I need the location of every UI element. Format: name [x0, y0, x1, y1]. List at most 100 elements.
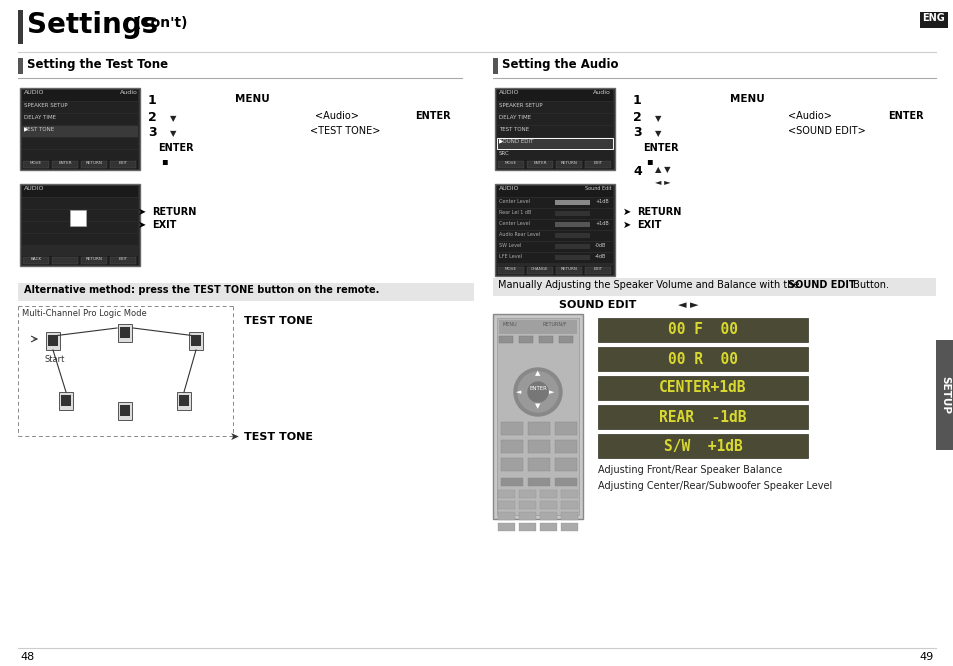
Text: LFE Level: LFE Level: [498, 254, 521, 259]
Text: ENG: ENG: [922, 13, 944, 23]
Text: SPEAKER SETUP: SPEAKER SETUP: [498, 103, 542, 108]
Text: Audio: Audio: [120, 90, 138, 95]
Bar: [120, 327, 130, 338]
Text: ➤: ➤: [138, 220, 146, 230]
Bar: [518, 501, 536, 509]
Text: Center Level: Center Level: [498, 221, 530, 226]
Bar: [598, 347, 807, 371]
Bar: [22, 150, 138, 161]
Bar: [539, 523, 557, 531]
Text: Adjusting Front/Rear Speaker Balance: Adjusting Front/Rear Speaker Balance: [598, 465, 781, 475]
Bar: [23, 161, 49, 168]
Text: Setting the Audio: Setting the Audio: [501, 58, 618, 71]
Text: ENTER: ENTER: [58, 161, 71, 165]
Bar: [497, 114, 613, 125]
Bar: [22, 90, 138, 101]
Bar: [518, 490, 536, 498]
Text: 00 F  00: 00 F 00: [667, 322, 738, 338]
Bar: [52, 161, 78, 168]
Text: ▪: ▪: [645, 156, 652, 166]
Text: <TEST TONE>: <TEST TONE>: [310, 126, 380, 136]
Bar: [555, 255, 589, 260]
Bar: [500, 440, 522, 453]
Text: REAR  -1dB: REAR -1dB: [659, 410, 746, 424]
Bar: [497, 523, 515, 531]
Text: ▼: ▼: [655, 114, 660, 123]
Bar: [539, 490, 557, 498]
Text: 00 R  00: 00 R 00: [667, 352, 738, 366]
Bar: [555, 222, 589, 227]
Bar: [177, 392, 191, 410]
Bar: [500, 458, 522, 471]
Text: SOUND EDIT: SOUND EDIT: [558, 300, 636, 310]
Bar: [61, 395, 71, 406]
Text: TEST TONE: TEST TONE: [244, 316, 313, 326]
Bar: [22, 114, 138, 125]
Text: <Audio>: <Audio>: [314, 111, 358, 121]
Bar: [46, 332, 60, 350]
Bar: [495, 184, 615, 276]
Bar: [22, 160, 138, 169]
Text: MOVE: MOVE: [504, 267, 517, 271]
Text: ▶: ▶: [498, 139, 503, 144]
Text: 1: 1: [148, 94, 156, 107]
Bar: [70, 210, 86, 226]
Text: Settings: Settings: [27, 11, 158, 39]
Text: ENTER: ENTER: [642, 143, 678, 153]
Bar: [81, 161, 107, 168]
Text: ►: ►: [549, 389, 554, 395]
Bar: [22, 138, 138, 149]
Text: RETURN: RETURN: [152, 207, 196, 217]
Bar: [497, 242, 613, 252]
Text: -4dB: -4dB: [595, 254, 606, 259]
Bar: [20, 184, 140, 266]
Text: Manually Adjusting the Speaker Volume and Balance with the: Manually Adjusting the Speaker Volume an…: [497, 280, 801, 290]
Text: ▶: ▶: [24, 127, 29, 132]
Bar: [18, 58, 23, 74]
Text: 3: 3: [148, 126, 156, 139]
Text: Sound Edit: Sound Edit: [584, 186, 611, 191]
Text: ▲: ▲: [535, 370, 540, 376]
Bar: [22, 198, 138, 209]
Text: AUDIO: AUDIO: [498, 90, 519, 95]
Bar: [555, 244, 589, 249]
Bar: [81, 257, 107, 264]
Bar: [518, 336, 533, 343]
Bar: [584, 161, 610, 168]
Text: EXIT: EXIT: [118, 257, 128, 261]
Bar: [20, 88, 140, 170]
Text: ◄ ►: ◄ ►: [655, 178, 670, 187]
Bar: [555, 233, 589, 238]
Bar: [527, 422, 550, 435]
Bar: [598, 434, 807, 458]
Text: ▼: ▼: [170, 129, 176, 138]
Bar: [118, 324, 132, 342]
Bar: [555, 440, 577, 453]
Bar: [500, 478, 522, 486]
Text: ➤: ➤: [622, 220, 631, 230]
Bar: [935, 340, 953, 450]
Bar: [118, 402, 132, 420]
Bar: [18, 10, 23, 44]
Text: 1: 1: [633, 94, 641, 107]
Text: AUDIO: AUDIO: [24, 186, 45, 191]
Text: 48: 48: [20, 652, 34, 662]
Text: DELAY TIME: DELAY TIME: [498, 115, 531, 120]
Text: <Audio>: <Audio>: [787, 111, 831, 121]
Bar: [52, 257, 78, 264]
Bar: [598, 376, 807, 400]
Text: MENU: MENU: [234, 94, 270, 104]
Bar: [497, 253, 613, 263]
Bar: [498, 320, 577, 334]
Bar: [919, 12, 947, 28]
Bar: [527, 478, 550, 486]
Bar: [497, 501, 515, 509]
Bar: [555, 478, 577, 486]
Text: CENTER+1dB: CENTER+1dB: [659, 380, 746, 396]
Bar: [560, 523, 578, 531]
Circle shape: [517, 372, 558, 412]
Text: Alternative method: press the TEST TONE button on the remote.: Alternative method: press the TEST TONE …: [24, 285, 379, 295]
Bar: [538, 336, 553, 343]
Text: TEST TONE: TEST TONE: [498, 127, 529, 132]
Bar: [497, 186, 613, 197]
